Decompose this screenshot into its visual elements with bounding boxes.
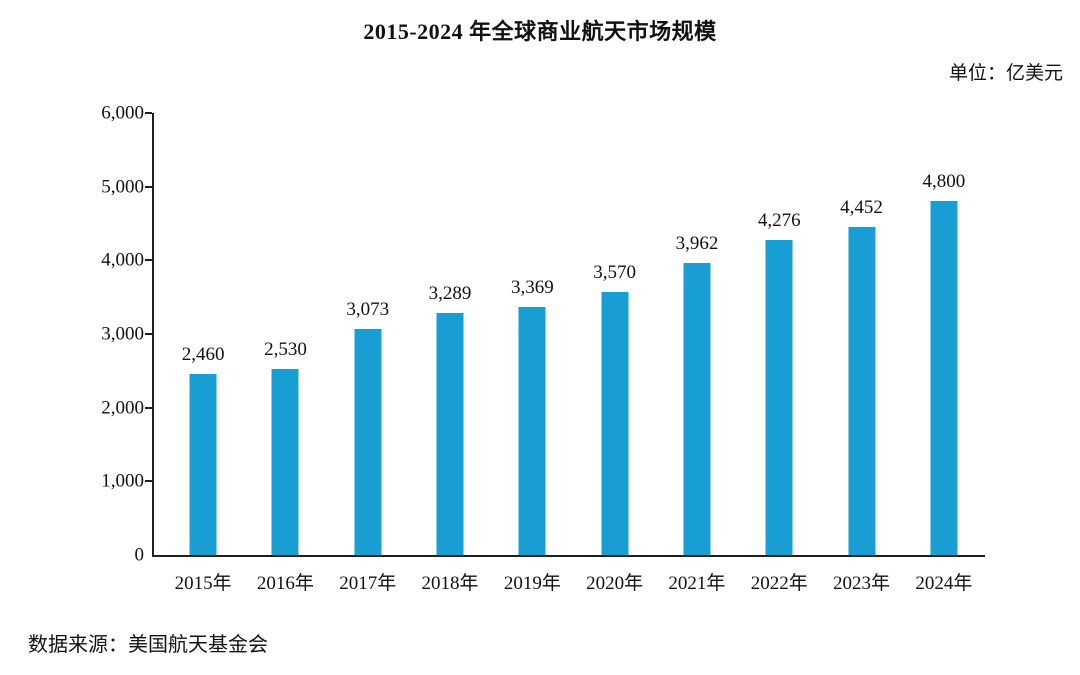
bar-group: 2,460 2015年 [162, 113, 244, 594]
x-axis-label: 2018年 [421, 573, 479, 594]
bar [271, 368, 299, 555]
bar [354, 328, 382, 555]
bar-value-label: 4,452 [840, 197, 883, 219]
source-note: 数据来源：美国航天基金会 [28, 634, 268, 656]
y-tick-label: 6,000 [101, 102, 144, 124]
bar-group: 3,570 2020年 [574, 113, 656, 594]
bar-value-label: 2,460 [181, 343, 225, 365]
bar [518, 306, 546, 555]
y-tick-mark [145, 112, 152, 114]
bar-value-label: 4,276 [757, 210, 801, 232]
bar-value-label: 2,530 [264, 338, 307, 360]
x-axis-label: 2022年 [750, 573, 808, 594]
y-tick-label: 0 [134, 544, 145, 566]
x-axis-label: 2020年 [586, 573, 644, 594]
bar-group: 3,369 2019年 [491, 113, 573, 594]
bar [930, 201, 958, 555]
bar-group: 4,800 2024年 [903, 113, 985, 594]
bar [765, 240, 793, 555]
x-axis-label: 2023年 [833, 573, 891, 594]
unit-label: 单位：亿美元 [948, 63, 1063, 84]
x-axis-label: 2017年 [339, 573, 397, 594]
y-tick-label: 1,000 [101, 470, 144, 492]
plot-area: 0 1,000 2,000 3,000 4,000 5,000 6,000 2,460 201… [101, 104, 985, 594]
y-tick-mark [145, 259, 152, 262]
bar [683, 263, 711, 555]
x-axis-label: 2019年 [503, 573, 561, 594]
bar-value-label: 4,800 [922, 171, 966, 193]
bar-group: 3,073 2017年 [327, 113, 409, 594]
bar [436, 312, 464, 555]
chart-title: 2015-2024 年全球商业航天市场规模 [363, 19, 717, 44]
bar [848, 227, 876, 555]
x-axis-label: 2015年 [174, 573, 232, 594]
bar-value-label: 3,073 [346, 298, 390, 320]
y-tick-mark [145, 480, 152, 483]
bar [601, 292, 629, 555]
bar-group: 4,276 2022年 [738, 113, 820, 594]
x-axis-label: 2016年 [256, 573, 314, 594]
bar-group: 3,289 2018年 [409, 113, 491, 594]
bar-group: 3,962 2021年 [656, 113, 738, 594]
bar [189, 373, 217, 555]
bar-group: 2,530 2016年 [244, 113, 326, 594]
y-tick-label: 2,000 [101, 397, 144, 419]
bar-value-label: 3,570 [593, 262, 637, 284]
bar-value-label: 3,962 [675, 233, 719, 255]
bar-group: 4,452 2023年 [820, 113, 902, 594]
bar-value-label: 3,289 [428, 282, 472, 304]
bars-layer: 2,460 2015年 2,530 2016年 3,073 2017年 3,289 2018年… [162, 113, 985, 594]
y-tick-mark [145, 333, 152, 335]
y-tick-mark [145, 406, 152, 409]
y-tick-label: 5,000 [101, 176, 144, 198]
y-tick-label: 4,000 [101, 249, 144, 271]
y-tick-mark [145, 185, 152, 188]
x-axis-label: 2021年 [668, 573, 726, 594]
x-axis-label: 2024年 [915, 573, 973, 594]
bar-value-label: 3,369 [510, 276, 554, 298]
y-tick-label: 3,000 [101, 323, 144, 345]
